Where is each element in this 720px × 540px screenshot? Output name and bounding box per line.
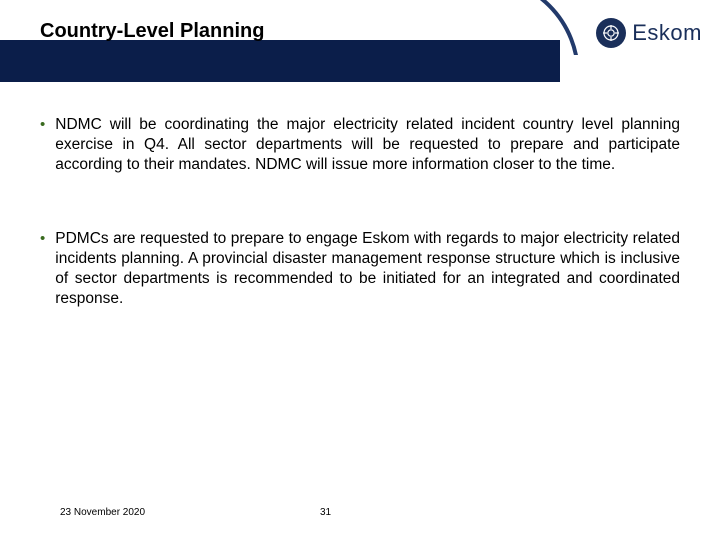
logo-glyph-icon [602, 24, 620, 42]
bullet-text: NDMC will be coordinating the major elec… [55, 115, 680, 174]
footer-date: 23 November 2020 [60, 507, 145, 518]
page-number: 31 [320, 507, 331, 518]
bullet-text: PDMCs are requested to prepare to engage… [55, 229, 680, 308]
slide-title: Country-Level Planning [40, 20, 264, 43]
content-area: • NDMC will be coordinating the major el… [40, 115, 680, 364]
slide: Country-Level Planning Eskom • NDMC will… [0, 0, 720, 540]
bullet-item: • PDMCs are requested to prepare to enga… [40, 229, 680, 308]
brand-name: Eskom [632, 20, 702, 46]
bullet-icon: • [40, 229, 45, 308]
logo-circle-icon [596, 18, 626, 48]
bullet-icon: • [40, 115, 45, 174]
brand-logo: Eskom [596, 18, 702, 48]
bullet-item: • NDMC will be coordinating the major el… [40, 115, 680, 174]
